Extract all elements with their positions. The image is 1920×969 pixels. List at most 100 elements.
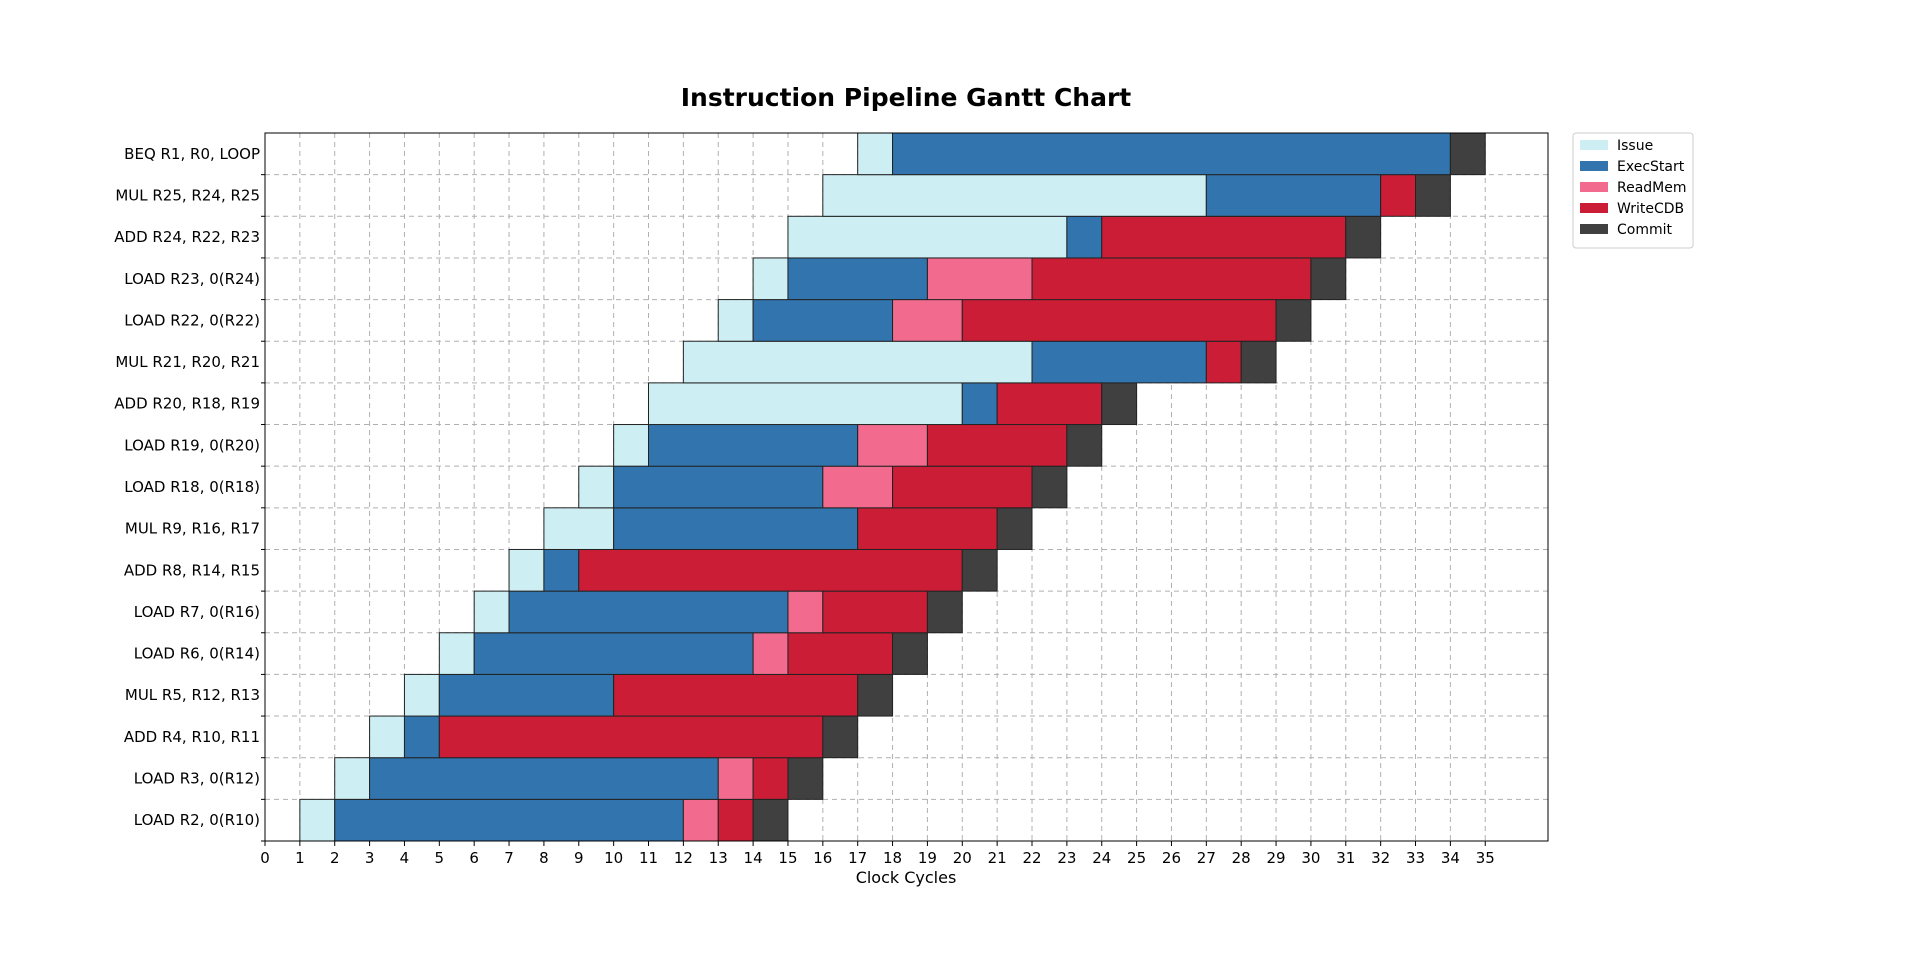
bar-row7-writecdb bbox=[857, 507, 998, 550]
bar-row12-issue bbox=[717, 299, 754, 342]
bar-row0-issue bbox=[299, 798, 336, 842]
legend-swatch-issue bbox=[1580, 140, 1608, 150]
xtick-label-17: 17 bbox=[848, 849, 867, 867]
xtick-label-16: 16 bbox=[813, 849, 832, 867]
xtick-label-2: 2 bbox=[330, 849, 340, 867]
legend-swatch-commit bbox=[1580, 224, 1608, 234]
bar-row4-writecdb bbox=[787, 632, 894, 675]
bar-row12-commit bbox=[1275, 299, 1312, 342]
bar-row11-commit bbox=[1240, 340, 1277, 384]
ytick-label-8: LOAD R18, 0(R18) bbox=[124, 478, 260, 496]
bar-row10-commit bbox=[1101, 382, 1138, 426]
ytick-label-12: LOAD R22, 0(R22) bbox=[124, 311, 260, 329]
bar-row0-execstart bbox=[334, 798, 684, 842]
xtick-label-29: 29 bbox=[1267, 849, 1286, 867]
ytick-label-2: ADD R4, R10, R11 bbox=[124, 728, 260, 746]
bar-row12-readmem bbox=[892, 299, 963, 342]
legend-label-readmem: ReadMem bbox=[1617, 180, 1687, 196]
legend-label-issue: Issue bbox=[1617, 138, 1653, 154]
legend-swatch-execstart bbox=[1580, 161, 1608, 171]
xtick-label-9: 9 bbox=[574, 849, 584, 867]
xtick-label-11: 11 bbox=[639, 849, 658, 867]
legend: Issue ExecStart ReadMem WriteCDB Commit bbox=[1572, 132, 1694, 249]
bar-row14-writecdb bbox=[1101, 215, 1347, 259]
bar-row13-execstart bbox=[787, 257, 928, 301]
xtick-label-20: 20 bbox=[953, 849, 972, 867]
legend-label-writecdb: WriteCDB bbox=[1617, 201, 1684, 217]
xtick-label-3: 3 bbox=[365, 849, 375, 867]
xtick-label-18: 18 bbox=[883, 849, 902, 867]
bar-row9-commit bbox=[1066, 424, 1103, 467]
ytick-label-4: LOAD R6, 0(R14) bbox=[134, 645, 260, 663]
ytick-label-7: MUL R9, R16, R17 bbox=[125, 520, 260, 538]
bar-row2-execstart bbox=[403, 715, 440, 759]
bar-row7-issue bbox=[543, 507, 615, 550]
bar-row4-execstart bbox=[473, 632, 754, 675]
bar-row8-execstart bbox=[613, 465, 824, 509]
bar-row8-writecdb bbox=[892, 465, 1033, 509]
bar-row4-issue bbox=[438, 632, 475, 675]
bar-row2-writecdb bbox=[438, 715, 824, 759]
ytick-label-3: MUL R5, R12, R13 bbox=[125, 686, 260, 704]
bar-row6-execstart bbox=[543, 548, 580, 592]
bar-row3-writecdb bbox=[613, 673, 859, 717]
xtick-label-10: 10 bbox=[604, 849, 623, 867]
xtick-label-4: 4 bbox=[400, 849, 410, 867]
bar-row0-commit bbox=[752, 798, 789, 842]
bar-row5-commit bbox=[926, 590, 963, 634]
xtick-label-22: 22 bbox=[1022, 849, 1041, 867]
legend-swatch-writecdb bbox=[1580, 203, 1608, 213]
bar-row5-execstart bbox=[508, 590, 789, 634]
xtick-label-32: 32 bbox=[1371, 849, 1390, 867]
bar-row13-commit bbox=[1310, 257, 1347, 301]
ytick-label-11: MUL R21, R20, R21 bbox=[115, 353, 260, 371]
ytick-label-5: LOAD R7, 0(R16) bbox=[134, 603, 260, 621]
bar-row9-writecdb bbox=[926, 424, 1068, 467]
x-axis-label: Clock Cycles bbox=[856, 868, 957, 887]
ytick-label-15: MUL R25, R24, R25 bbox=[115, 186, 260, 204]
bar-row6-commit bbox=[961, 548, 998, 592]
xtick-label-12: 12 bbox=[674, 849, 693, 867]
bar-row7-commit bbox=[996, 507, 1033, 550]
bar-row10-execstart bbox=[961, 382, 998, 426]
bar-row15-commit bbox=[1415, 174, 1451, 217]
ytick-label-1: LOAD R3, 0(R12) bbox=[134, 770, 260, 788]
bar-row9-execstart bbox=[648, 424, 859, 467]
bar-row2-commit bbox=[822, 715, 859, 759]
bar-row4-readmem bbox=[752, 632, 789, 675]
ytick-label-9: LOAD R19, 0(R20) bbox=[124, 436, 260, 454]
bar-row15-issue bbox=[822, 174, 1207, 217]
bar-row5-readmem bbox=[787, 590, 824, 634]
ytick-label-14: ADD R24, R22, R23 bbox=[114, 228, 260, 246]
xtick-label-15: 15 bbox=[778, 849, 797, 867]
bar-row1-writecdb bbox=[752, 757, 789, 800]
xtick-label-8: 8 bbox=[539, 849, 549, 867]
xtick-label-33: 33 bbox=[1406, 849, 1425, 867]
xtick-label-34: 34 bbox=[1441, 849, 1460, 867]
bar-row12-writecdb bbox=[961, 299, 1277, 342]
bar-row7-execstart bbox=[613, 507, 859, 550]
bar-row5-writecdb bbox=[822, 590, 928, 634]
xtick-label-6: 6 bbox=[469, 849, 479, 867]
xtick-label-26: 26 bbox=[1162, 849, 1181, 867]
bar-row1-readmem bbox=[717, 757, 754, 800]
bar-row6-issue bbox=[508, 548, 545, 592]
xtick-label-5: 5 bbox=[435, 849, 445, 867]
xtick-label-13: 13 bbox=[709, 849, 728, 867]
bar-row12-execstart bbox=[752, 299, 894, 342]
bar-row16-issue bbox=[857, 132, 894, 176]
xtick-label-7: 7 bbox=[504, 849, 514, 867]
ytick-label-16: BEQ R1, R0, LOOP bbox=[124, 145, 260, 163]
bar-row0-readmem bbox=[682, 798, 719, 842]
xtick-label-23: 23 bbox=[1057, 849, 1076, 867]
bar-row13-readmem bbox=[926, 257, 1033, 301]
bar-row16-execstart bbox=[892, 132, 1451, 176]
ytick-label-6: ADD R8, R14, R15 bbox=[124, 561, 260, 579]
ytick-label-10: ADD R20, R18, R19 bbox=[114, 395, 260, 413]
bar-row0-writecdb bbox=[717, 798, 754, 842]
xtick-label-1: 1 bbox=[295, 849, 305, 867]
bar-row14-issue bbox=[787, 215, 1068, 259]
bar-row2-issue bbox=[369, 715, 405, 759]
